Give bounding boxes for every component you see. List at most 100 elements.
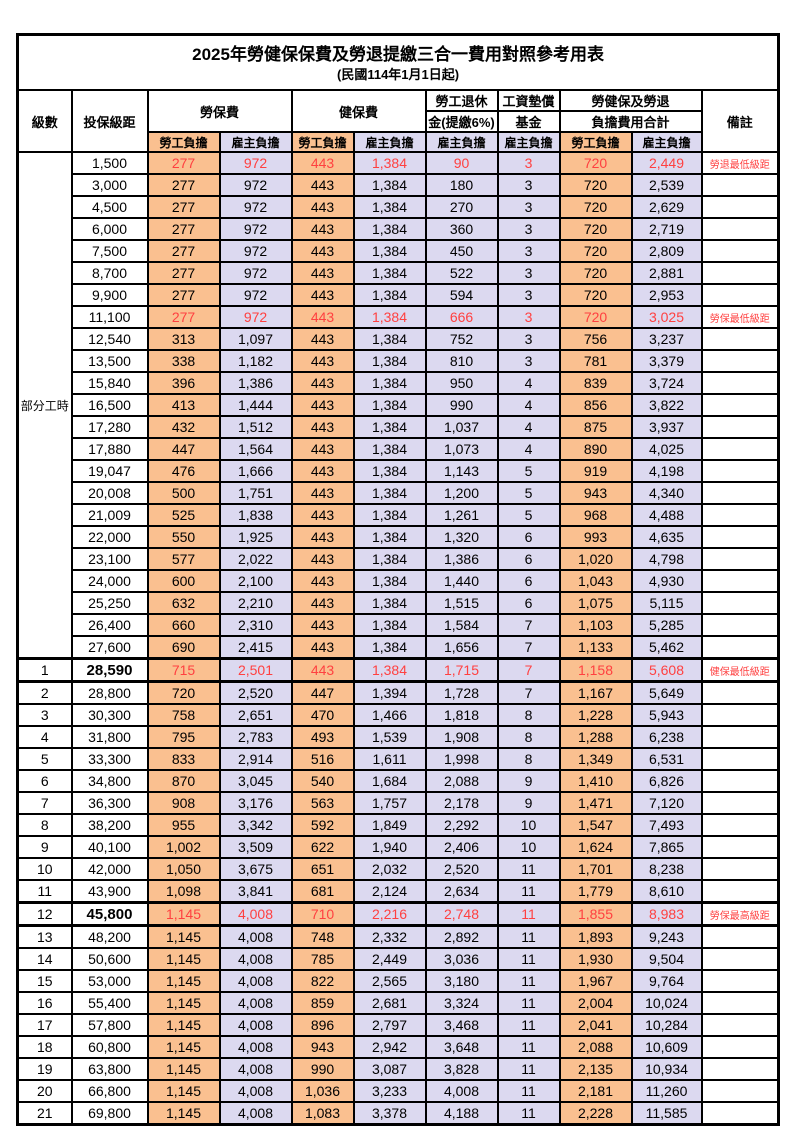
value-cell: 4	[496, 437, 561, 461]
value-cell: 277	[146, 195, 221, 219]
value-cell: 5,649	[630, 680, 703, 705]
header-row-2: 金(提繳6%) 基金 負擔費用合計	[18, 110, 779, 133]
value-cell: 3	[496, 283, 561, 307]
value-cell: 4	[496, 371, 561, 395]
value-cell: 1,440	[424, 569, 499, 593]
table-row: 9,900 277 972 443 1,384 594 3 720 2,953	[18, 283, 780, 307]
value-cell: 1,908	[424, 725, 499, 749]
value-cell: 4,008	[218, 1101, 293, 1126]
value-cell: 1,145	[146, 1013, 221, 1037]
value-cell: 594	[424, 283, 499, 307]
table-row: 2 28,800 720 2,520 447 1,394 1,728 7 1,167 5,649	[16, 680, 780, 705]
value-cell: 1,893	[558, 924, 633, 949]
level-cell: 19	[16, 1057, 73, 1081]
level-cell: 11	[16, 879, 73, 904]
value-cell: 11	[496, 1079, 561, 1103]
value-cell: 651	[290, 857, 355, 881]
value-cell: 7,120	[630, 791, 703, 815]
value-cell: 5,608	[630, 657, 703, 683]
value-cell: 2,124	[352, 879, 427, 904]
value-cell: 1,666	[218, 459, 293, 483]
value-cell: 720	[558, 261, 633, 285]
value-cell: 450	[424, 239, 499, 263]
col-header-total-line2: 負擔費用合計	[558, 110, 703, 133]
value-cell: 9,504	[630, 947, 703, 971]
remark-cell	[700, 725, 780, 749]
value-cell: 1,547	[558, 813, 633, 837]
table-row: 27,600 690 2,415 443 1,384 1,656 7 1,133 5,462	[18, 635, 780, 660]
value-cell: 443	[290, 151, 355, 175]
value-cell: 4,008	[218, 901, 293, 927]
table-row: 15,840 396 1,386 443 1,384 950 4 839 3,724	[18, 371, 780, 395]
value-cell: 1,384	[352, 393, 427, 417]
value-cell: 1,145	[146, 901, 221, 927]
value-cell: 1,158	[558, 657, 633, 683]
value-cell: 1,384	[352, 173, 427, 197]
value-cell: 1,145	[146, 1079, 221, 1103]
value-cell: 3	[496, 151, 561, 175]
value-cell: 2,797	[352, 1013, 427, 1037]
value-cell: 943	[290, 1035, 355, 1059]
part-time-label-cell: 部分工時	[16, 151, 73, 660]
col-header-pension-line2: 金(提繳6%)	[424, 110, 499, 133]
value-cell: 890	[558, 437, 633, 461]
bracket-cell: 69,800	[70, 1101, 149, 1126]
value-cell: 1,384	[352, 459, 427, 483]
table-row: 26,400 660 2,310 443 1,384 1,584 7 1,103 5,285	[18, 613, 780, 637]
value-cell: 1,050	[146, 857, 221, 881]
remark-cell	[700, 703, 780, 727]
bracket-cell: 12,540	[70, 327, 149, 351]
value-cell: 1,715	[424, 657, 499, 683]
value-cell: 720	[558, 283, 633, 307]
value-cell: 4,008	[218, 991, 293, 1015]
value-cell: 1,512	[218, 415, 293, 439]
value-cell: 443	[290, 393, 355, 417]
value-cell: 1,384	[352, 283, 427, 307]
bracket-cell: 30,300	[70, 703, 149, 727]
value-cell: 443	[290, 239, 355, 263]
value-cell: 2,449	[630, 151, 703, 175]
value-cell: 2,809	[630, 239, 703, 263]
table-row: 5 33,300 833 2,914 516 1,611 1,998 8 1,349 6,531	[16, 747, 780, 771]
value-cell: 2,783	[218, 725, 293, 749]
value-cell: 1,539	[352, 725, 427, 749]
table-row: 16,500 413 1,444 443 1,384 990 4 856 3,822	[18, 393, 780, 417]
bracket-cell: 1,500	[70, 151, 149, 175]
value-cell: 856	[558, 393, 633, 417]
value-cell: 1,410	[558, 769, 633, 793]
value-cell: 3,045	[218, 769, 293, 793]
value-cell: 447	[146, 437, 221, 461]
value-cell: 1,751	[218, 481, 293, 505]
remark-cell	[700, 481, 780, 505]
bracket-cell: 38,200	[70, 813, 149, 837]
value-cell: 11	[496, 969, 561, 993]
value-cell: 10,609	[630, 1035, 703, 1059]
bracket-cell: 27,600	[70, 635, 149, 660]
table-row: 7 36,300 908 3,176 563 1,757 2,178 9 1,471 7,120	[16, 791, 780, 815]
value-cell: 11,585	[630, 1101, 703, 1126]
value-cell: 1,611	[352, 747, 427, 771]
subheader-labor-employer: 雇主負擔	[218, 131, 293, 153]
value-cell: 715	[146, 657, 221, 683]
value-cell: 4	[496, 415, 561, 439]
value-cell: 443	[290, 195, 355, 219]
value-cell: 919	[558, 459, 633, 483]
bracket-cell: 15,840	[70, 371, 149, 395]
value-cell: 1,564	[218, 437, 293, 461]
value-cell: 2,501	[218, 657, 293, 683]
value-cell: 1,384	[352, 503, 427, 527]
value-cell: 1,288	[558, 725, 633, 749]
value-cell: 2,914	[218, 747, 293, 771]
value-cell: 2,565	[352, 969, 427, 993]
bracket-cell: 25,250	[70, 591, 149, 615]
bracket-cell: 66,800	[70, 1079, 149, 1103]
value-cell: 493	[290, 725, 355, 749]
value-cell: 632	[146, 591, 221, 615]
value-cell: 972	[218, 173, 293, 197]
bracket-cell: 57,800	[70, 1013, 149, 1037]
bracket-cell: 45,800	[70, 901, 149, 927]
remark-cell	[700, 879, 780, 904]
value-cell: 972	[218, 151, 293, 175]
value-cell: 833	[146, 747, 221, 771]
